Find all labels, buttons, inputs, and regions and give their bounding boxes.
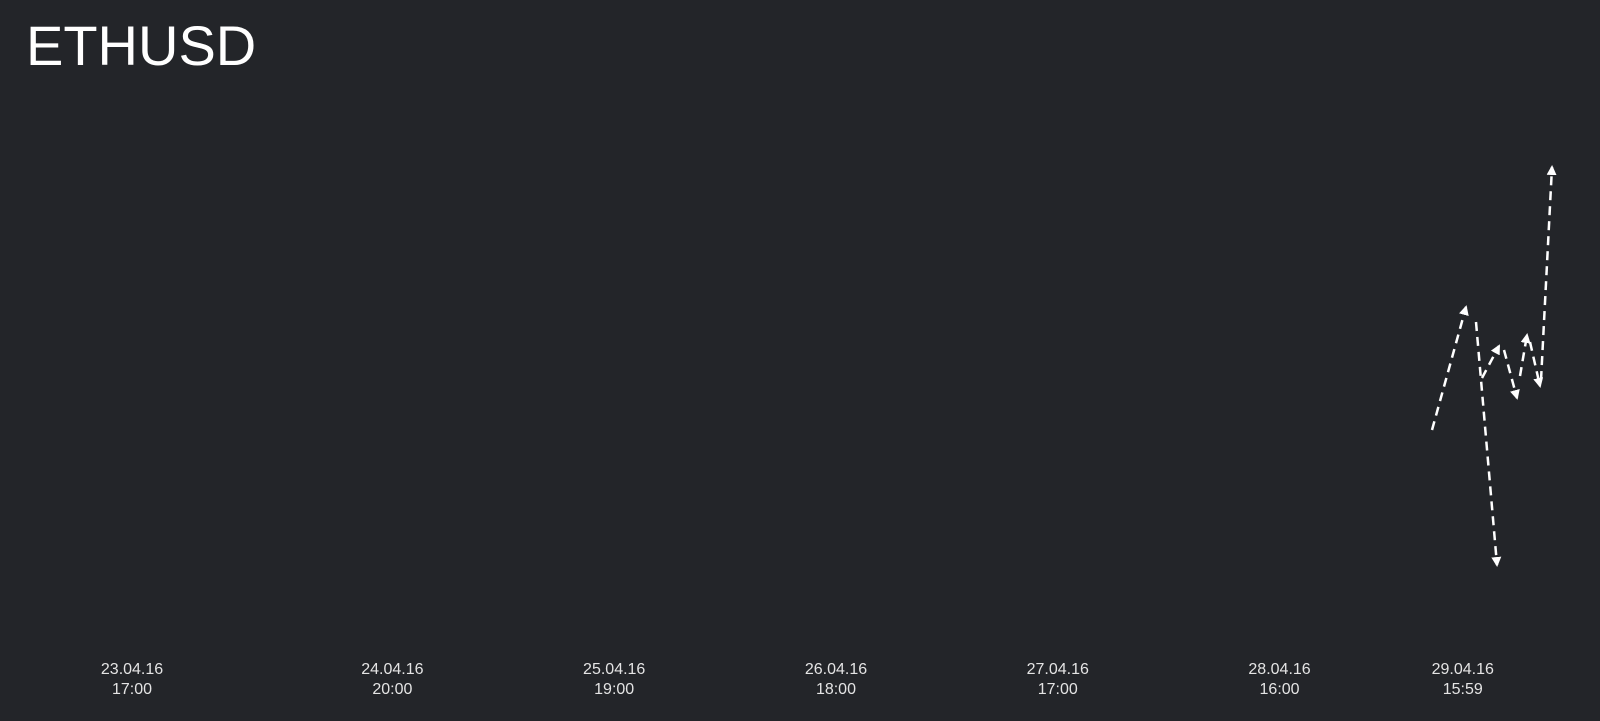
x-tick-label: 23.04.16 17:00 [100,661,164,698]
arrow [1474,321,1502,567]
x-tick-label: 28.04.16 16:00 [1248,661,1311,698]
x-tick-label: 25.04.16 19:00 [583,661,646,698]
drawn-arrows [1430,165,1557,567]
x-tick-label: 24.04.16 20:00 [361,661,424,698]
arrow [1528,341,1544,388]
x-tick-label: 26.04.16 18:00 [804,661,868,698]
arrow [1518,333,1531,377]
chart-title: ETHUSD [26,14,256,77]
arrow [1502,349,1520,400]
x-tick-label: 27.04.16 17:00 [1026,661,1089,698]
arrow [1539,165,1557,381]
arrow [1430,305,1469,431]
arrow [1480,344,1501,379]
x-tick-label: 29.04.16 15:59 [1431,661,1494,698]
